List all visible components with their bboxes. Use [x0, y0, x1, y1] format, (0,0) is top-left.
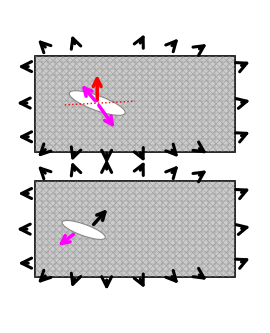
Ellipse shape [62, 220, 105, 239]
Bar [35, 181, 235, 277]
Ellipse shape [69, 91, 125, 115]
Bar [35, 56, 235, 152]
